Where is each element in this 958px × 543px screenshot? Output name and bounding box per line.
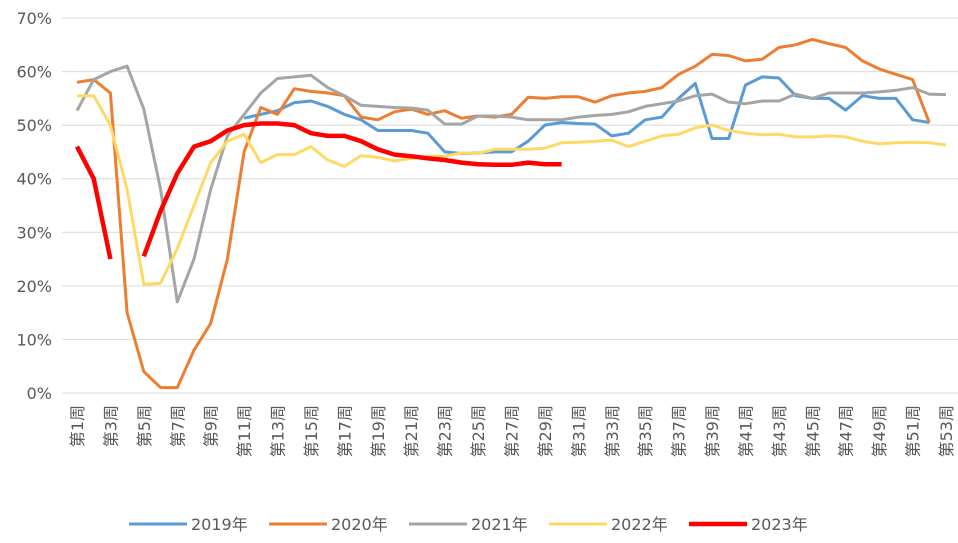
legend-label: 2022年 bbox=[611, 515, 668, 534]
legend-label: 2023年 bbox=[751, 515, 808, 534]
series-line bbox=[75, 121, 562, 260]
x-tick-label: 第35周 bbox=[636, 405, 655, 457]
x-tick-label: 第17周 bbox=[335, 405, 354, 457]
x-tick-label: 第1周 bbox=[68, 405, 87, 447]
x-tick-label: 第7周 bbox=[168, 405, 187, 447]
series-line bbox=[75, 64, 947, 304]
y-tick-label: 30% bbox=[16, 223, 52, 242]
series-line bbox=[77, 94, 947, 286]
legend-label: 2019年 bbox=[191, 515, 248, 534]
x-tick-label: 第49周 bbox=[870, 405, 889, 457]
x-tick-label: 第53周 bbox=[937, 405, 956, 457]
x-tick-label: 第3周 bbox=[101, 405, 120, 447]
x-tick-label: 第33周 bbox=[603, 405, 622, 457]
y-tick-label: 70% bbox=[16, 9, 52, 28]
x-tick-label: 第31周 bbox=[569, 405, 588, 457]
x-tick-label: 第27周 bbox=[503, 405, 522, 457]
x-tick-label: 第25周 bbox=[469, 405, 488, 457]
x-tick-label: 第5周 bbox=[135, 405, 154, 447]
x-tick-label: 第21周 bbox=[402, 405, 421, 457]
x-tick-label: 第47周 bbox=[837, 405, 856, 457]
y-tick-label: 40% bbox=[16, 170, 52, 189]
x-tick-label: 第41周 bbox=[736, 405, 755, 457]
x-tick-label: 第37周 bbox=[670, 405, 689, 457]
legend-label: 2020年 bbox=[331, 515, 388, 534]
x-tick-label: 第9周 bbox=[202, 405, 221, 447]
x-tick-label: 第11周 bbox=[235, 405, 254, 457]
x-tick-label: 第29周 bbox=[536, 405, 555, 457]
x-tick-label: 第13周 bbox=[269, 405, 288, 457]
y-tick-label: 20% bbox=[16, 277, 52, 296]
y-tick-label: 10% bbox=[16, 330, 52, 349]
x-tick-label: 第15周 bbox=[302, 405, 321, 457]
x-tick-label: 第43周 bbox=[770, 405, 789, 457]
y-tick-label: 60% bbox=[16, 63, 52, 82]
y-tick-label: 50% bbox=[16, 116, 52, 135]
x-tick-label: 第39周 bbox=[703, 405, 722, 457]
y-tick-label: 0% bbox=[27, 384, 52, 403]
x-tick-label: 第19周 bbox=[369, 405, 388, 457]
x-tick-label: 第23周 bbox=[436, 405, 455, 457]
legend-label: 2021年 bbox=[471, 515, 528, 534]
x-tick-label: 第51周 bbox=[904, 405, 923, 457]
x-tick-label: 第45周 bbox=[803, 405, 822, 457]
